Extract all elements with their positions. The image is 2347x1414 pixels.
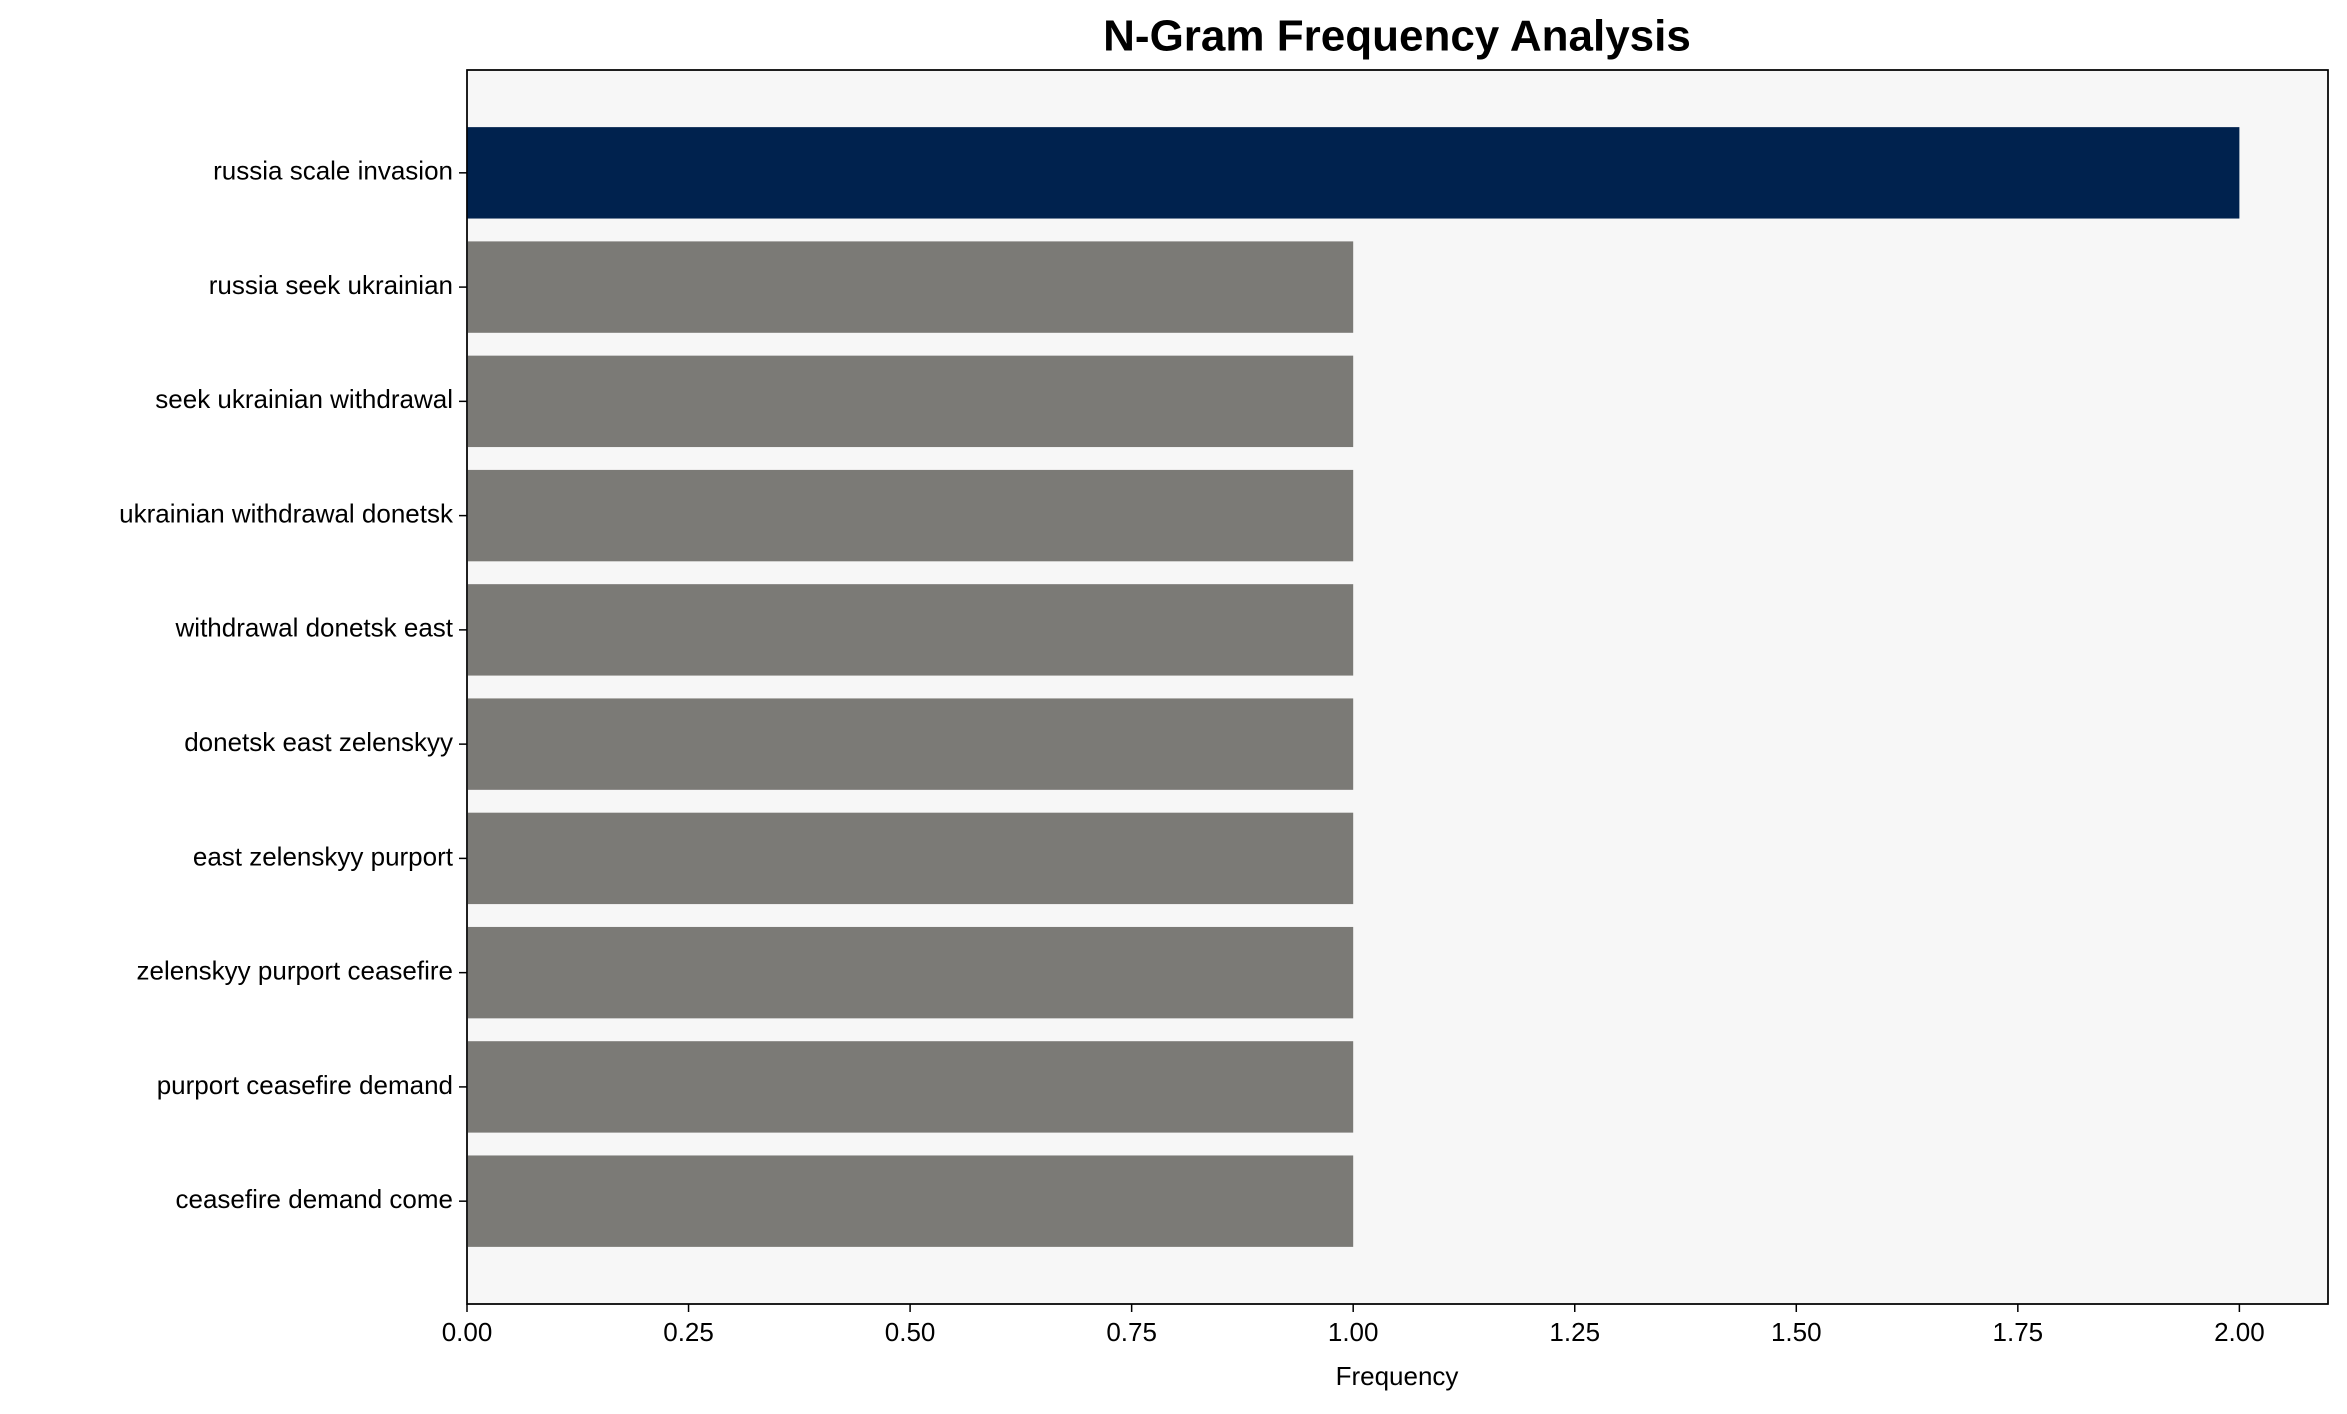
y-tick-label: donetsk east zelenskyy [184,727,453,757]
plot-background [466,69,2329,1305]
y-tick-label: russia scale invasion [213,156,453,186]
bar [467,926,1354,1019]
chart-title: N-Gram Frequency Analysis [1103,12,1691,61]
x-tick-label: 0.00 [442,1317,493,1347]
y-tick-label: ceasefire demand come [176,1184,453,1214]
x-tick-label: 1.50 [1771,1317,1822,1347]
y-tick-label: zelenskyy purport ceasefire [137,956,453,986]
x-tick-label: 2.00 [2214,1317,2265,1347]
bar [467,469,1354,562]
bar [467,812,1354,905]
y-tick-label: withdrawal donetsk east [175,613,454,643]
x-tick-label: 1.75 [1993,1317,2044,1347]
x-tick-label: 1.00 [1328,1317,1379,1347]
y-tick-label: russia seek ukrainian [209,270,453,300]
x-tick-label: 0.25 [663,1317,714,1347]
bar [467,127,2240,219]
y-tick-label: purport ceasefire demand [157,1070,453,1100]
bar [467,1155,1354,1247]
bar [467,698,1354,790]
bar [467,355,1354,448]
x-tick-label: 0.50 [885,1317,936,1347]
x-axis-label: Frequency [1336,1361,1459,1391]
y-tick-label: seek ukrainian withdrawal [155,384,453,414]
x-tick-label: 1.25 [1549,1317,1600,1347]
bar [467,1041,1354,1133]
bar [467,584,1354,676]
x-tick-label: 0.75 [1106,1317,1157,1347]
y-tick-label: east zelenskyy purport [193,841,454,871]
y-tick-label: ukrainian withdrawal donetsk [119,498,454,528]
bar [467,241,1354,333]
